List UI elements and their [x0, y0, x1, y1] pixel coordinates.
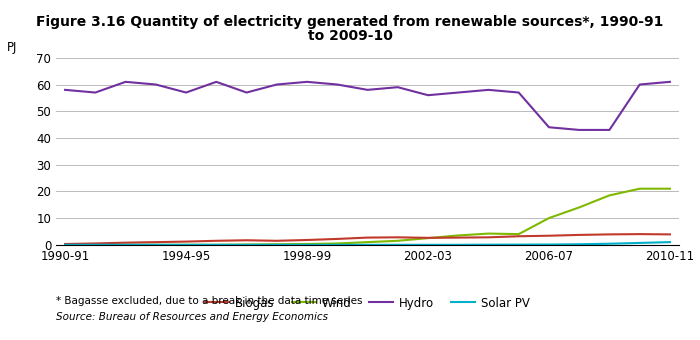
Line: Wind: Wind [65, 189, 670, 245]
Line: Biogas: Biogas [65, 234, 670, 244]
Wind [424, 236, 432, 240]
Hydro [91, 90, 99, 95]
Hydro [182, 90, 190, 95]
Wind [636, 187, 644, 191]
Hydro [212, 80, 220, 84]
Solar PV [182, 243, 190, 247]
Hydro [152, 83, 160, 87]
Wind [484, 232, 493, 236]
Wind [666, 187, 674, 191]
Wind [606, 193, 614, 198]
Wind [545, 216, 553, 220]
Hydro [393, 85, 402, 89]
Biogas [454, 236, 463, 240]
Hydro [454, 90, 463, 95]
Text: * Bagasse excluded, due to a break in the data time series: * Bagasse excluded, due to a break in th… [56, 296, 363, 306]
Solar PV [212, 243, 220, 247]
Text: PJ: PJ [7, 41, 18, 54]
Wind [514, 232, 523, 236]
Wind [454, 233, 463, 237]
Biogas [152, 240, 160, 244]
Biogas [424, 236, 432, 240]
Line: Hydro: Hydro [65, 82, 670, 130]
Text: to 2009-10: to 2009-10 [307, 29, 393, 43]
Biogas [363, 236, 372, 240]
Biogas [91, 241, 99, 245]
Solar PV [242, 243, 251, 247]
Hydro [575, 128, 583, 132]
Biogas [606, 232, 614, 236]
Solar PV [61, 243, 69, 247]
Wind [272, 242, 281, 246]
Hydro [484, 88, 493, 92]
Solar PV [454, 243, 463, 247]
Biogas [121, 241, 130, 245]
Hydro [514, 90, 523, 95]
Hydro [242, 90, 251, 95]
Biogas [514, 234, 523, 238]
Hydro [636, 83, 644, 87]
Solar PV [514, 242, 523, 246]
Solar PV [272, 243, 281, 247]
Biogas [61, 242, 69, 246]
Wind [152, 243, 160, 247]
Biogas [545, 234, 553, 238]
Wind [91, 243, 99, 247]
Hydro [363, 88, 372, 92]
Hydro [606, 128, 614, 132]
Biogas [393, 235, 402, 239]
Text: Source: Bureau of Resources and Energy Economics: Source: Bureau of Resources and Energy E… [56, 311, 328, 322]
Solar PV [606, 242, 614, 246]
Hydro [121, 80, 130, 84]
Solar PV [575, 242, 583, 246]
Hydro [424, 93, 432, 97]
Legend: Biogas, Wind, Hydro, Solar PV: Biogas, Wind, Hydro, Solar PV [201, 292, 534, 314]
Solar PV [636, 241, 644, 245]
Wind [212, 243, 220, 247]
Biogas [575, 233, 583, 237]
Hydro [303, 80, 312, 84]
Hydro [545, 125, 553, 129]
Solar PV [303, 243, 312, 247]
Wind [393, 239, 402, 243]
Solar PV [545, 242, 553, 246]
Hydro [333, 83, 342, 87]
Wind [242, 242, 251, 246]
Solar PV [393, 243, 402, 247]
Line: Solar PV: Solar PV [65, 242, 670, 245]
Biogas [242, 238, 251, 242]
Wind [363, 240, 372, 244]
Biogas [182, 240, 190, 244]
Biogas [212, 239, 220, 243]
Wind [182, 243, 190, 247]
Hydro [61, 88, 69, 92]
Biogas [484, 235, 493, 239]
Solar PV [666, 240, 674, 244]
Biogas [666, 232, 674, 236]
Solar PV [424, 243, 432, 247]
Wind [61, 243, 69, 247]
Solar PV [121, 243, 130, 247]
Solar PV [91, 243, 99, 247]
Biogas [303, 238, 312, 242]
Hydro [272, 83, 281, 87]
Solar PV [152, 243, 160, 247]
Wind [121, 243, 130, 247]
Biogas [333, 237, 342, 241]
Biogas [636, 232, 644, 236]
Solar PV [484, 243, 493, 247]
Wind [333, 241, 342, 245]
Wind [575, 205, 583, 209]
Solar PV [363, 243, 372, 247]
Hydro [666, 80, 674, 84]
Biogas [272, 239, 281, 243]
Text: Figure 3.16 Quantity of electricity generated from renewable sources*, 1990-91: Figure 3.16 Quantity of electricity gene… [36, 15, 664, 29]
Solar PV [333, 243, 342, 247]
Wind [303, 242, 312, 246]
